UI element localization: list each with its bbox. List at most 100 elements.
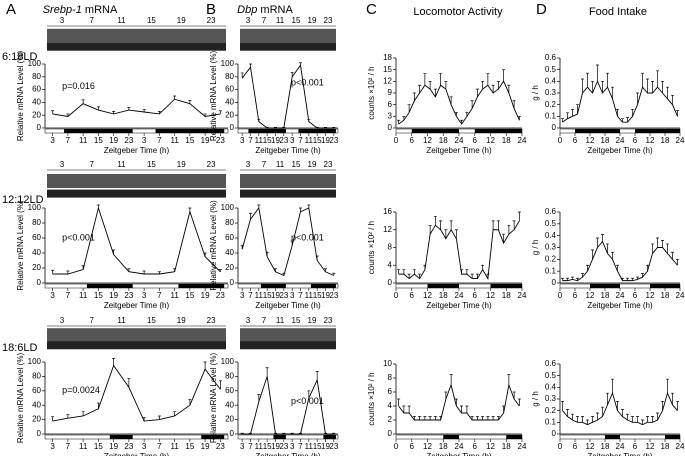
y-axis-label: Relative mRNA Level (%) — [16, 51, 25, 142]
error-bar — [661, 400, 664, 411]
error-bar — [576, 416, 579, 423]
error-bar — [502, 233, 506, 244]
lane-label: 23 — [207, 16, 216, 25]
panel-letter: B — [206, 1, 216, 18]
error-bar — [112, 249, 116, 255]
y-tick-label: 100 — [221, 203, 235, 212]
blot-band — [240, 42, 336, 51]
error-bar — [596, 64, 599, 82]
x-tick-label: 24 — [455, 291, 464, 300]
x-tick-label: 12 — [586, 136, 595, 145]
y-tick-label: 10 — [383, 359, 392, 368]
error-bar — [188, 100, 192, 104]
error-bar — [581, 78, 584, 93]
lane-label: 19 — [308, 316, 317, 325]
y-tick-label: 20 — [225, 110, 234, 119]
error-bar — [621, 118, 624, 123]
error-bar — [402, 269, 406, 275]
error-bar — [315, 255, 319, 261]
error-bar — [517, 398, 521, 406]
error-bar — [324, 432, 327, 434]
y-tick-label: 0.2 — [545, 254, 557, 263]
error-bar — [651, 243, 654, 254]
x-tick-label: 19 — [271, 442, 280, 451]
error-bar — [671, 94, 674, 105]
y-tick-label: 20 — [32, 110, 41, 119]
y-tick-label: 18 — [383, 53, 392, 62]
dark-bar — [635, 129, 680, 133]
panel-title: Srebp-1 mRNA — [43, 4, 118, 16]
dark-bar — [201, 435, 225, 439]
lane-label: 7 — [262, 16, 267, 25]
error-bar — [475, 416, 479, 420]
y-axis-label: g / h — [531, 391, 540, 407]
p-value: p<0.001 — [291, 232, 324, 242]
error-bar — [661, 80, 664, 93]
x-tick-label: 7 — [298, 291, 303, 300]
error-bar — [460, 405, 464, 413]
x-tick-label: 19 — [201, 136, 210, 145]
x-tick-label: 24 — [616, 136, 625, 145]
lane-label: 3 — [60, 316, 65, 325]
light-bar — [237, 434, 339, 440]
x-tick-label: 11 — [79, 291, 88, 300]
x-axis-label: Zeitgeber Time (h) — [587, 146, 653, 155]
error-bar — [218, 380, 222, 390]
x-tick-label: 11 — [79, 136, 88, 145]
x-tick-label: 24 — [676, 136, 685, 145]
series-line — [241, 206, 335, 277]
y-tick-label: 100 — [221, 59, 235, 68]
error-bar — [481, 264, 485, 270]
x-tick-label: 18 — [601, 136, 610, 145]
error-bar — [566, 409, 569, 417]
x-tick-label: 0 — [558, 136, 563, 145]
x-tick-label: 15 — [313, 442, 322, 451]
error-bar — [651, 80, 654, 93]
error-bar — [332, 272, 336, 276]
x-tick-label: 6 — [573, 442, 578, 451]
light-bar — [237, 128, 339, 134]
x-tick-label: 19 — [321, 136, 330, 145]
x-tick-label: 23 — [216, 291, 225, 300]
error-bar — [157, 111, 161, 114]
lane-label: 23 — [324, 316, 333, 325]
y-tick-label: 0 — [37, 123, 42, 132]
error-bar — [203, 361, 207, 370]
x-axis-label: Zeitgeber Time (h) — [587, 452, 653, 456]
y-axis-label: Relative mRNA Level (%) — [16, 200, 25, 291]
error-bar — [486, 273, 490, 279]
error-bar — [611, 251, 614, 260]
error-bar — [315, 127, 319, 128]
lane-label: 23 — [207, 316, 216, 325]
error-bar — [676, 400, 679, 411]
error-bar — [512, 391, 516, 399]
x-tick-label: 3 — [142, 442, 147, 451]
x-tick-label: 11 — [255, 291, 264, 300]
y-tick-label: 8 — [388, 373, 393, 382]
y-tick-label: 80 — [225, 72, 234, 81]
error-bar — [496, 80, 500, 90]
lane-label: 3 — [60, 16, 65, 25]
x-tick-label: 3 — [290, 136, 295, 145]
error-bar — [606, 392, 609, 405]
lane-label: 23 — [324, 16, 333, 25]
dark-bar — [590, 284, 620, 288]
error-bar — [240, 245, 244, 250]
error-bar — [651, 416, 654, 423]
panel-title: Dbp mRNA — [237, 4, 293, 16]
lane-label: 15 — [292, 316, 301, 325]
error-bar — [402, 115, 406, 121]
error-bar — [646, 264, 649, 272]
error-bar — [265, 127, 269, 128]
error-bar — [423, 264, 427, 270]
series-line — [398, 220, 520, 280]
error-bar — [449, 220, 453, 230]
error-bar — [611, 86, 614, 99]
error-bar — [218, 269, 222, 272]
x-tick-label: 12 — [486, 291, 495, 300]
y-tick-label: 0 — [37, 429, 42, 438]
error-bar — [218, 110, 222, 114]
y-tick-label: 80 — [225, 372, 234, 381]
error-bar — [433, 216, 437, 226]
x-tick-label: 23 — [124, 442, 133, 451]
